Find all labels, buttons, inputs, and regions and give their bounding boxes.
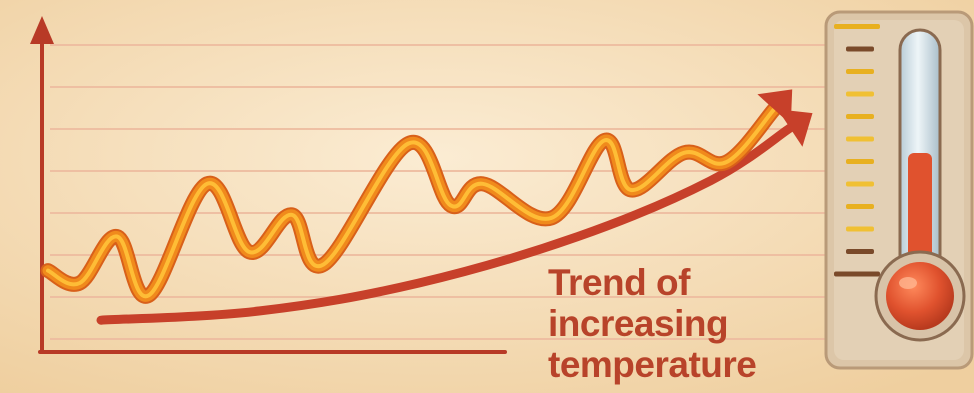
scale-tick xyxy=(846,136,874,142)
trend-line xyxy=(96,123,795,325)
scale-tick xyxy=(846,159,874,164)
scale-tick xyxy=(846,204,874,209)
scale-tick xyxy=(846,114,874,119)
axes xyxy=(30,16,507,354)
scale-tick xyxy=(834,24,880,29)
fluctuating-line-highlight xyxy=(46,107,777,299)
series-layer xyxy=(40,89,813,325)
scale-tick xyxy=(846,226,874,232)
grid-lines xyxy=(50,44,830,340)
scale-tick xyxy=(834,271,880,277)
thermometer-bulb xyxy=(886,262,954,330)
scale-tick xyxy=(846,181,874,187)
thermometer-icon xyxy=(824,10,974,370)
scale-tick xyxy=(846,249,874,254)
scale-tick xyxy=(846,69,874,74)
caption-text: Trend of increasing temperature xyxy=(548,262,808,385)
thermometer-bulb-shine xyxy=(899,277,917,289)
scale-tick xyxy=(846,91,874,97)
caption-line-2: increasing xyxy=(548,303,729,344)
thermometer-scale xyxy=(834,24,880,277)
y-axis-arrowhead xyxy=(30,16,54,44)
caption-line-3: temperature xyxy=(548,344,757,385)
caption-line-1: Trend of xyxy=(548,262,690,303)
fluctuating-arrowhead xyxy=(757,89,793,125)
scale-tick xyxy=(846,46,874,52)
